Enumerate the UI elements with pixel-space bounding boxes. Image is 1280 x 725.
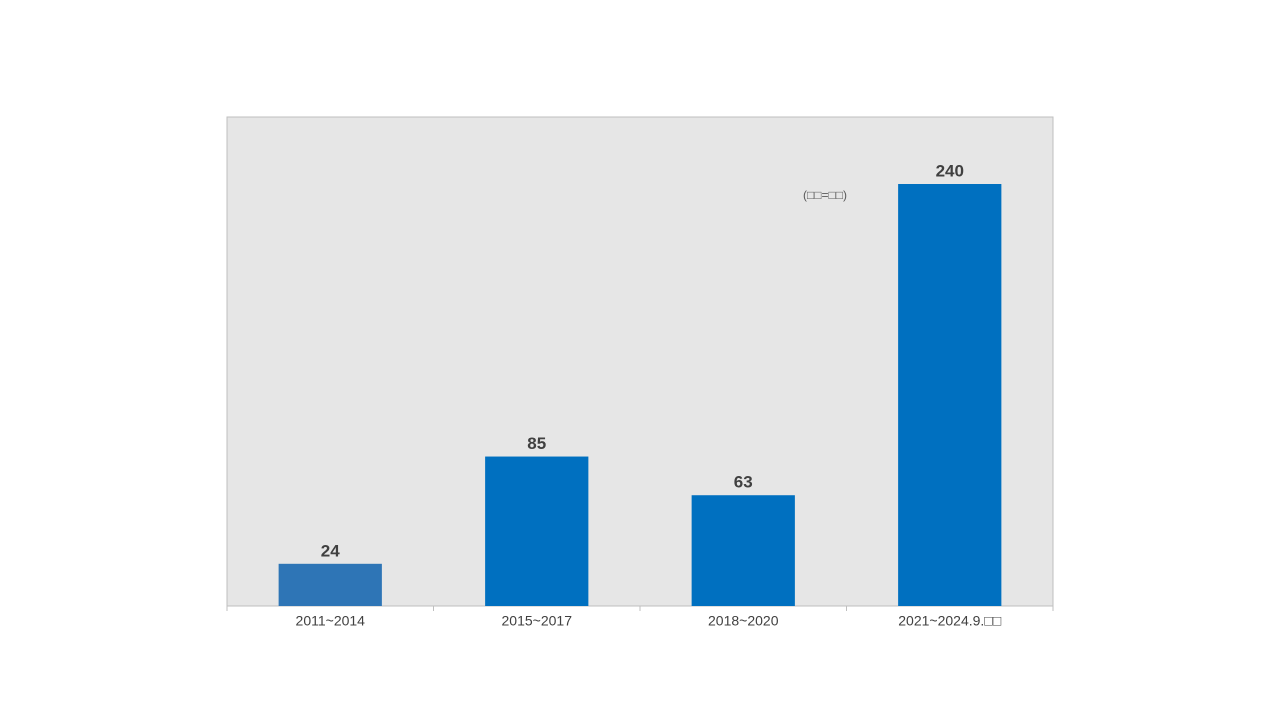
value-label: 240	[936, 161, 964, 180]
unit-note: (□□=□□)	[803, 188, 847, 202]
x-tick-label: 2015~2017	[502, 613, 573, 629]
value-label: 24	[321, 541, 340, 560]
x-tick-label: 2018~2020	[708, 613, 779, 629]
value-label: 85	[527, 434, 546, 453]
x-tick-label: 2011~2014	[296, 613, 366, 629]
bar	[898, 184, 1002, 606]
x-tick-label: 2021~2024.9.□□	[898, 613, 1001, 629]
bar	[691, 495, 795, 606]
bar	[485, 456, 589, 606]
bar	[278, 563, 382, 606]
value-label: 63	[734, 473, 753, 492]
